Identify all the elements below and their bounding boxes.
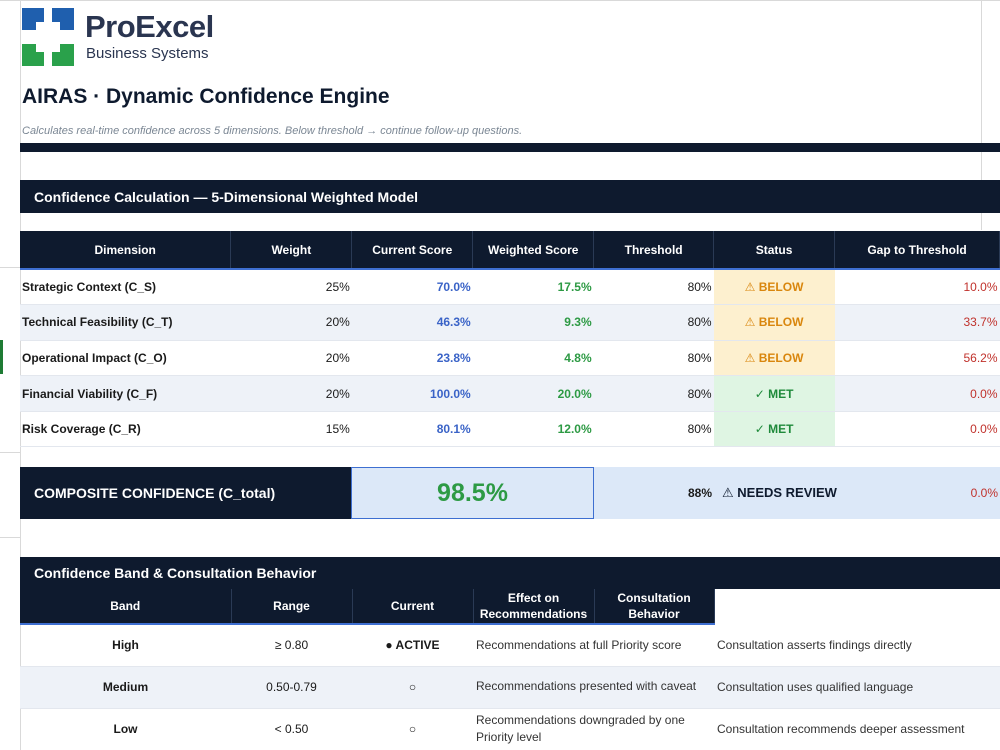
composite-confidence-row: COMPOSITE CONFIDENCE (C_total) 98.5% 88%… xyxy=(20,467,1000,519)
table-row: High ≥ 0.80 ● ACTIVE Recommendations at … xyxy=(20,624,1000,667)
header-blank xyxy=(714,589,1000,624)
sheet-gridline xyxy=(0,537,20,538)
dimension-cell[interactable]: Technical Feasibility (C_T) xyxy=(20,304,231,341)
current-score-cell[interactable]: 46.3% xyxy=(351,304,473,341)
confidence-band-table: Band Range Current Effect on Recommendat… xyxy=(20,589,1000,750)
range-cell[interactable]: 0.50-0.79 xyxy=(231,666,352,709)
threshold-cell[interactable]: 80% xyxy=(593,411,714,448)
table-row: Medium 0.50-0.79 ○ Recommendations prese… xyxy=(20,666,1000,709)
dimension-cell[interactable]: Strategic Context (C_S) xyxy=(20,269,231,306)
header-gap: Gap to Threshold xyxy=(834,231,1000,270)
band-cell[interactable]: Medium xyxy=(20,666,231,709)
weight-cell[interactable]: 15% xyxy=(230,411,352,448)
status-badge[interactable]: ⚠ BELOW xyxy=(713,269,835,306)
sheet-gridline xyxy=(0,0,1000,1)
section-title-confidence-band: Confidence Band & Consultation Behavior xyxy=(20,557,1000,589)
header-weight: Weight xyxy=(230,231,353,270)
status-badge[interactable]: ✓ MET xyxy=(713,411,835,448)
gap-cell[interactable]: 10.0% xyxy=(834,269,1000,306)
current-indicator[interactable]: ● ACTIVE xyxy=(352,624,473,667)
weighted-score-cell[interactable]: 4.8% xyxy=(472,340,594,377)
brand-subtitle: Business Systems xyxy=(86,45,209,62)
gap-cell[interactable]: 0.0% xyxy=(834,375,1000,412)
gap-cell[interactable]: 33.7% xyxy=(834,304,1000,341)
weight-cell[interactable]: 20% xyxy=(230,375,352,412)
sheet-gridline xyxy=(0,267,20,268)
threshold-cell[interactable]: 80% xyxy=(593,304,714,341)
header-threshold: Threshold xyxy=(593,231,715,270)
brand-name: ProExcel xyxy=(85,9,214,44)
weighted-score-cell[interactable]: 12.0% xyxy=(472,411,594,448)
header-status: Status xyxy=(713,231,836,270)
header-divider xyxy=(20,143,1000,152)
composite-score[interactable]: 98.5% xyxy=(351,467,594,519)
dimension-cell[interactable]: Financial Viability (C_F) xyxy=(20,375,231,412)
confidence-calculation-table: Dimension Weight Current Score Weighted … xyxy=(20,231,1000,448)
row-selection-marker xyxy=(0,340,3,374)
current-score-cell[interactable]: 70.0% xyxy=(351,269,473,306)
page-description: Calculates real-time confidence across 5… xyxy=(22,125,523,137)
header-band: Band xyxy=(20,589,232,625)
header-current: Current xyxy=(352,589,474,625)
dimension-cell[interactable]: Operational Impact (C_O) xyxy=(20,340,231,377)
status-badge[interactable]: ⚠ BELOW xyxy=(713,304,835,341)
threshold-cell[interactable]: 80% xyxy=(593,375,714,412)
range-cell[interactable]: ≥ 0.80 xyxy=(231,624,352,667)
band-cell[interactable]: High xyxy=(20,624,231,667)
behavior-cell[interactable]: Consultation recommends deeper assessmen… xyxy=(714,708,1000,750)
weighted-score-cell[interactable]: 9.3% xyxy=(472,304,594,341)
status-badge[interactable]: ⚠ BELOW xyxy=(713,340,835,377)
composite-details: 88% ⚠ NEEDS REVIEW 0.0% xyxy=(594,467,1000,519)
gap-cell[interactable]: 56.2% xyxy=(834,340,1000,377)
table-header-row: Dimension Weight Current Score Weighted … xyxy=(20,231,1000,270)
behavior-cell[interactable]: Consultation asserts findings directly xyxy=(714,624,1000,667)
dimension-cell[interactable]: Risk Coverage (C_R) xyxy=(20,411,231,448)
threshold-cell[interactable]: 80% xyxy=(593,340,714,377)
header-weighted-score: Weighted Score xyxy=(472,231,595,270)
current-score-cell[interactable]: 80.1% xyxy=(351,411,473,448)
header-dimension: Dimension xyxy=(20,231,232,270)
weight-cell[interactable]: 25% xyxy=(230,269,352,306)
sheet-gridline xyxy=(0,452,20,453)
status-badge[interactable]: ✓ MET xyxy=(713,375,835,412)
section-title-confidence-calculation: Confidence Calculation — 5-Dimensional W… xyxy=(20,180,1000,213)
effect-cell[interactable]: Recommendations at full Priority score xyxy=(473,624,714,667)
band-cell[interactable]: Low xyxy=(20,708,231,750)
table-row: Strategic Context (C_S) 25% 70.0% 17.5% … xyxy=(20,269,1000,306)
composite-threshold[interactable]: 88% xyxy=(687,486,712,500)
table-row: Operational Impact (C_O) 20% 23.8% 4.8% … xyxy=(20,340,1000,377)
sheet-gridline xyxy=(981,0,982,230)
behavior-cell[interactable]: Consultation uses qualified language xyxy=(714,666,1000,709)
gap-cell[interactable]: 0.0% xyxy=(834,411,1000,448)
table-row: Low < 0.50 ○ Recommendations downgraded … xyxy=(20,708,1000,750)
weighted-score-cell[interactable]: 17.5% xyxy=(472,269,594,306)
header-range: Range xyxy=(231,589,353,625)
composite-gap[interactable]: 0.0% xyxy=(970,486,998,500)
header-effect: Effect on Recommendations xyxy=(473,589,595,625)
current-score-cell[interactable]: 100.0% xyxy=(351,375,473,412)
effect-cell[interactable]: Recommendations downgraded by one Priori… xyxy=(473,708,714,750)
range-cell[interactable]: < 0.50 xyxy=(231,708,352,750)
current-indicator[interactable]: ○ xyxy=(352,708,473,750)
header-current-score: Current Score xyxy=(351,231,474,270)
table-row: Risk Coverage (C_R) 15% 80.1% 12.0% 80% … xyxy=(20,411,1000,448)
proexcel-logo-icon xyxy=(22,8,74,66)
weighted-score-cell[interactable]: 20.0% xyxy=(472,375,594,412)
table-row: Financial Viability (C_F) 20% 100.0% 20.… xyxy=(20,375,1000,412)
current-score-cell[interactable]: 23.8% xyxy=(351,340,473,377)
page-title: AIRAS · Dynamic Confidence Engine xyxy=(22,85,390,108)
composite-status-badge[interactable]: ⚠ NEEDS REVIEW xyxy=(722,485,837,500)
header-behavior: Consultation Behavior xyxy=(594,589,715,625)
current-indicator[interactable]: ○ xyxy=(352,666,473,709)
weight-cell[interactable]: 20% xyxy=(230,340,352,377)
table-header-row: Band Range Current Effect on Recommendat… xyxy=(20,589,1000,625)
table-row: Technical Feasibility (C_T) 20% 46.3% 9.… xyxy=(20,304,1000,341)
weight-cell[interactable]: 20% xyxy=(230,304,352,341)
effect-cell[interactable]: Recommendations presented with caveat xyxy=(473,666,714,709)
threshold-cell[interactable]: 80% xyxy=(593,269,714,306)
composite-label[interactable]: COMPOSITE CONFIDENCE (C_total) xyxy=(20,467,351,519)
